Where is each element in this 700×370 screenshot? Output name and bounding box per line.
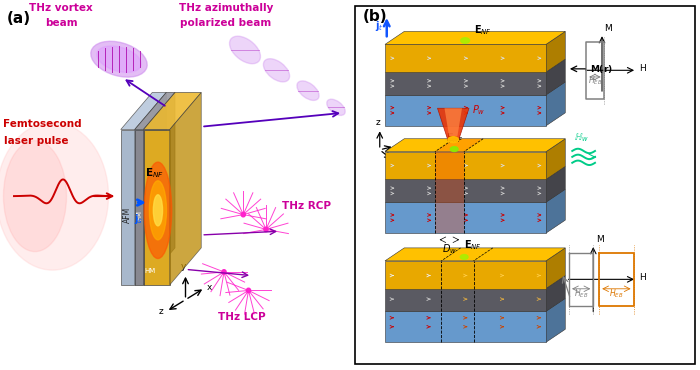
Circle shape <box>241 212 245 217</box>
Text: y: y <box>181 262 186 271</box>
Ellipse shape <box>230 36 260 64</box>
Polygon shape <box>134 92 167 285</box>
Polygon shape <box>385 261 546 289</box>
Polygon shape <box>385 289 546 311</box>
Text: THz vortex: THz vortex <box>29 3 93 13</box>
Text: $P_w$: $P_w$ <box>473 103 486 117</box>
Text: $\mathbf{E}_{NF}$: $\mathbf{E}_{NF}$ <box>464 239 482 252</box>
Ellipse shape <box>448 137 458 143</box>
Text: $D_w$: $D_w$ <box>442 242 457 256</box>
Polygon shape <box>438 108 469 141</box>
Polygon shape <box>546 166 566 202</box>
Polygon shape <box>169 92 202 285</box>
Polygon shape <box>385 95 546 126</box>
Text: H: H <box>638 273 645 282</box>
Polygon shape <box>435 152 464 233</box>
Ellipse shape <box>153 195 162 226</box>
Ellipse shape <box>263 59 290 82</box>
Polygon shape <box>385 311 546 342</box>
Text: laser pulse: laser pulse <box>4 135 68 146</box>
Ellipse shape <box>0 122 108 270</box>
Text: z: z <box>376 118 380 127</box>
Polygon shape <box>385 202 546 233</box>
Text: $\mathbf{E}_{NF}$: $\mathbf{E}_{NF}$ <box>146 166 164 180</box>
Text: x: x <box>393 158 399 167</box>
Text: AFM: AFM <box>368 107 384 113</box>
Polygon shape <box>134 130 144 285</box>
Ellipse shape <box>461 38 470 43</box>
Text: THz azimuthally: THz azimuthally <box>178 3 273 13</box>
Text: FM: FM <box>136 210 142 220</box>
Text: $H_{EB}$: $H_{EB}$ <box>574 287 589 300</box>
Text: z: z <box>159 307 164 316</box>
Ellipse shape <box>97 46 141 73</box>
Text: AFM: AFM <box>123 207 132 223</box>
Text: beam: beam <box>45 18 78 28</box>
Polygon shape <box>385 44 546 72</box>
Text: $\mathbf{j}_t$: $\mathbf{j}_t$ <box>374 19 384 33</box>
Ellipse shape <box>144 162 172 259</box>
Polygon shape <box>385 179 546 202</box>
Text: $\mathbb{H}_w$: $\mathbb{H}_w$ <box>574 131 589 144</box>
Polygon shape <box>385 248 566 261</box>
Polygon shape <box>144 130 169 285</box>
Polygon shape <box>435 139 483 152</box>
Text: H: H <box>638 64 645 73</box>
Circle shape <box>222 270 226 274</box>
Polygon shape <box>144 92 202 130</box>
Ellipse shape <box>327 99 345 115</box>
Polygon shape <box>144 92 175 285</box>
Ellipse shape <box>297 81 319 100</box>
Polygon shape <box>546 189 566 233</box>
Text: $\mathbf{E}_{NF}$: $\mathbf{E}_{NF}$ <box>447 131 464 145</box>
Polygon shape <box>385 72 546 95</box>
Polygon shape <box>120 92 167 130</box>
Ellipse shape <box>4 141 66 252</box>
Text: x: x <box>207 283 213 292</box>
Polygon shape <box>546 276 566 311</box>
Polygon shape <box>134 92 175 130</box>
Ellipse shape <box>91 41 147 77</box>
Text: (a): (a) <box>7 11 31 26</box>
Polygon shape <box>546 298 566 342</box>
Circle shape <box>246 288 251 293</box>
Polygon shape <box>385 139 566 152</box>
Text: $\mathbf{E}_{NF}$: $\mathbf{E}_{NF}$ <box>475 23 492 37</box>
Text: $\mathbf{M(r)}$: $\mathbf{M(r)}$ <box>589 63 612 75</box>
Text: y: y <box>398 141 402 149</box>
Text: HM: HM <box>144 268 156 274</box>
Polygon shape <box>546 31 566 72</box>
Text: FM: FM <box>373 80 384 87</box>
Text: (b): (b) <box>363 9 387 24</box>
Polygon shape <box>546 139 566 179</box>
Polygon shape <box>120 130 134 285</box>
Text: $\mathbf{j}_s$: $\mathbf{j}_s$ <box>134 212 143 226</box>
Polygon shape <box>546 59 566 95</box>
Text: M: M <box>604 24 612 33</box>
Text: THz RCP: THz RCP <box>281 201 330 211</box>
Text: Femtosecond: Femtosecond <box>4 119 82 129</box>
Circle shape <box>264 227 268 232</box>
Polygon shape <box>546 248 566 289</box>
Text: polarized beam: polarized beam <box>180 18 272 28</box>
Ellipse shape <box>149 181 167 240</box>
Polygon shape <box>385 152 546 179</box>
Polygon shape <box>546 82 566 126</box>
Ellipse shape <box>461 255 468 259</box>
Polygon shape <box>385 31 566 44</box>
Ellipse shape <box>450 147 458 152</box>
Text: THz LCP: THz LCP <box>218 312 265 322</box>
Text: $H_{EB}$: $H_{EB}$ <box>589 75 603 87</box>
Polygon shape <box>444 108 462 136</box>
Text: $H_{EB}$: $H_{EB}$ <box>609 287 624 300</box>
Text: M: M <box>596 235 603 244</box>
